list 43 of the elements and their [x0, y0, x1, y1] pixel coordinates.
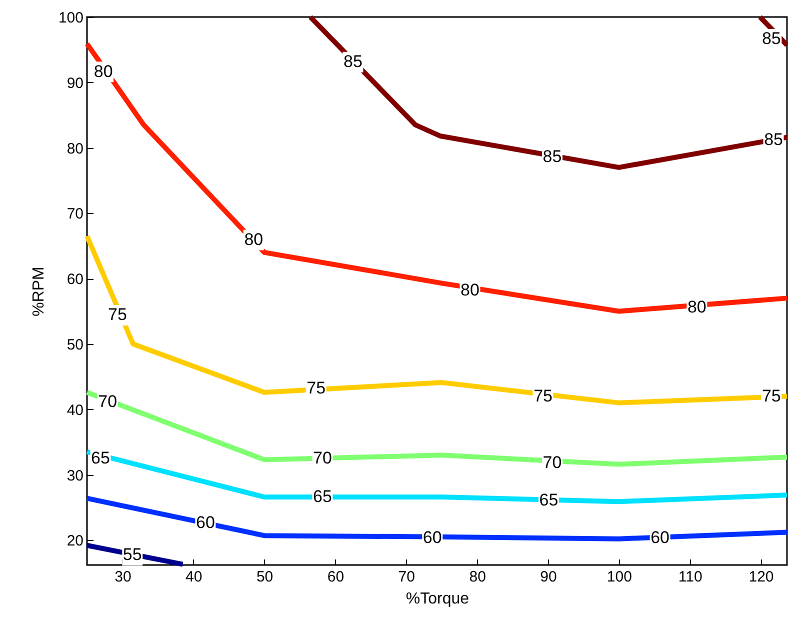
annotation: 85	[542, 146, 562, 166]
x-tick-label: 70	[398, 568, 415, 586]
y-tick-label: 80	[66, 140, 84, 158]
annotation: 75	[762, 386, 781, 406]
annotation: 60	[196, 513, 215, 532]
y-tick-label: 40	[66, 402, 84, 419]
y-tick-label: 30	[66, 467, 84, 484]
y-tick-label: 90	[66, 74, 84, 92]
x-tick-label: 30	[114, 568, 132, 586]
annotation: 70	[313, 448, 332, 468]
x-tick-label: 40	[186, 568, 202, 586]
x-tick-label: 120	[748, 568, 774, 586]
annotation: 80	[244, 230, 264, 249]
annotation: 55	[122, 545, 142, 564]
annotation: 65	[91, 448, 110, 468]
annotation: 85	[764, 130, 783, 149]
annotation: 80	[94, 62, 113, 81]
y-tick-label: 60	[66, 271, 84, 288]
annotation: 80	[687, 297, 706, 316]
annotation: 65	[539, 490, 558, 510]
y-tick-label: 20	[66, 532, 84, 550]
annotation: 75	[108, 305, 127, 324]
annotation: 70	[98, 392, 118, 412]
x-axis-title: %Torque	[406, 590, 470, 608]
annotation: 70	[542, 452, 562, 472]
annotation: 60	[422, 528, 442, 548]
annotation: 60	[650, 528, 670, 548]
y-tick-label: 100	[58, 10, 84, 26]
annotation: 75	[306, 378, 326, 398]
x-tick-label: 90	[540, 568, 557, 586]
y-axis-title: %RPM	[30, 266, 48, 316]
annotation: 85	[343, 52, 362, 72]
y-tick-label: 50	[66, 336, 84, 354]
x-tick-label: 80	[469, 568, 486, 586]
x-tick-label: 110	[678, 568, 702, 586]
y-tick-label: 70	[66, 206, 84, 223]
annotation: 75	[534, 386, 552, 406]
annotation: 85	[762, 29, 781, 48]
annotation: 65	[313, 486, 332, 506]
annotation: 80	[460, 280, 480, 300]
x-tick-label: 50	[256, 568, 274, 586]
x-tick-label: 100	[606, 568, 632, 586]
x-tick-label: 60	[327, 568, 344, 586]
